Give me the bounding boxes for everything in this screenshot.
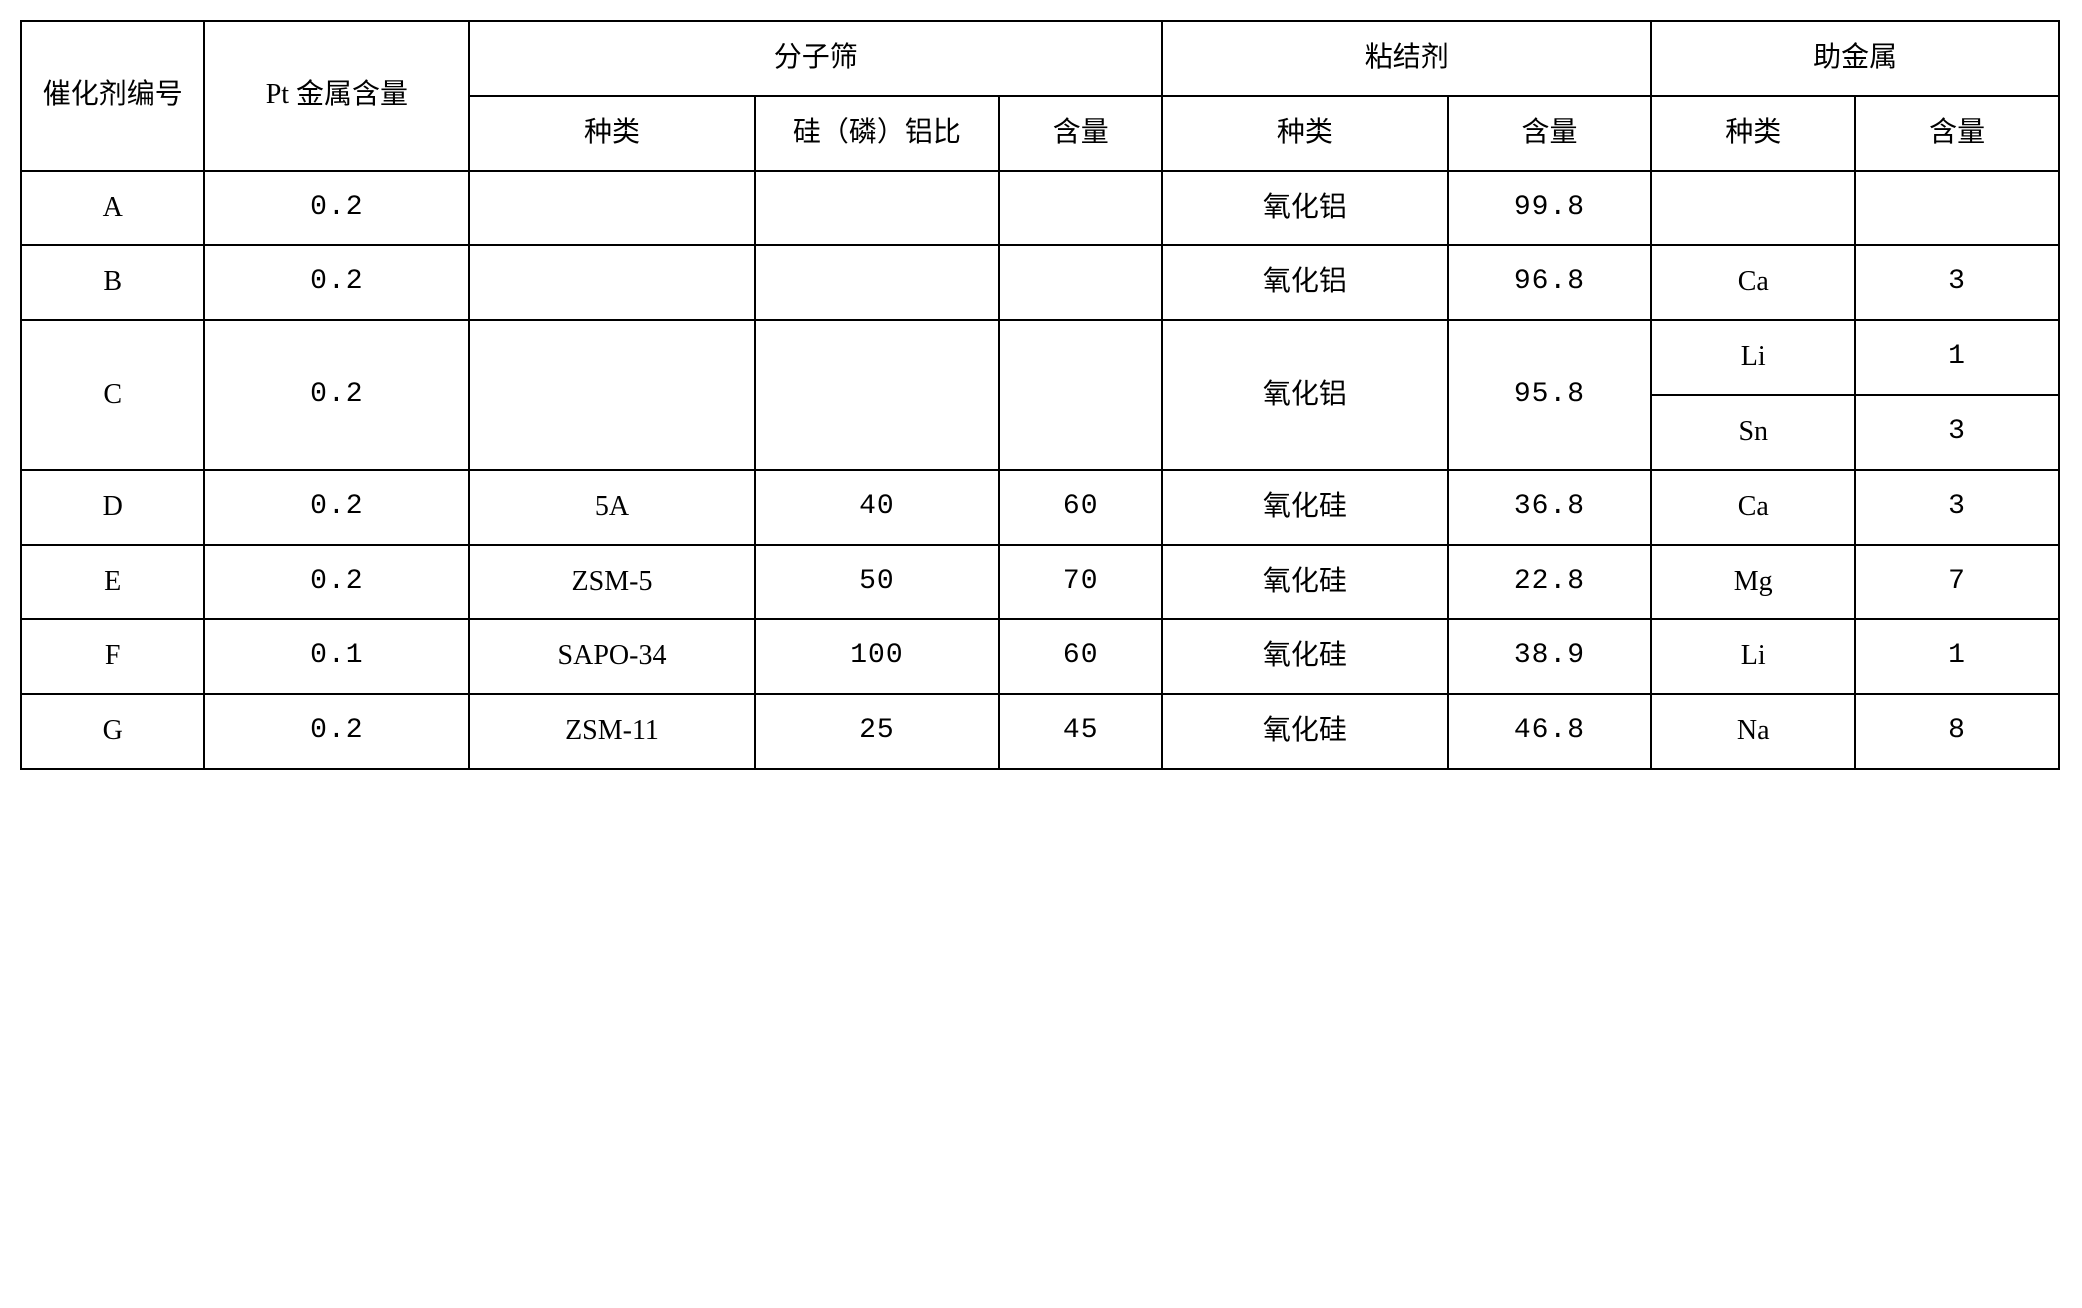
cell-id: E (21, 545, 204, 620)
cell-id: D (21, 470, 204, 545)
cell-ms-content (999, 320, 1162, 470)
header-binder-group: 粘结剂 (1162, 21, 1651, 96)
cell-ms-type: ZSM-11 (469, 694, 754, 769)
cell-pt: 0.2 (204, 320, 469, 470)
cell-promoter-type: Sn (1651, 395, 1855, 470)
header-promoter-group: 助金属 (1651, 21, 2059, 96)
cell-binder-type: 氧化硅 (1162, 470, 1447, 545)
cell-ms-content: 45 (999, 694, 1162, 769)
cell-binder-type: 氧化硅 (1162, 694, 1447, 769)
cell-promoter-type: Ca (1651, 470, 1855, 545)
cell-ms-type (469, 320, 754, 470)
cell-promoter-type: Na (1651, 694, 1855, 769)
header-binder-content: 含量 (1448, 96, 1652, 171)
cell-ms-content (999, 171, 1162, 246)
cell-id: A (21, 171, 204, 246)
cell-promoter-content: 3 (1855, 470, 2059, 545)
cell-ms-ratio: 40 (755, 470, 1000, 545)
cell-ms-type: SAPO-34 (469, 619, 754, 694)
cell-pt: 0.2 (204, 694, 469, 769)
cell-promoter-type (1651, 171, 1855, 246)
cell-promoter-content: 1 (1855, 320, 2059, 395)
cell-binder-type: 氧化铝 (1162, 171, 1447, 246)
header-binder-type: 种类 (1162, 96, 1447, 171)
cell-promoter-content: 7 (1855, 545, 2059, 620)
cell-promoter-type: Mg (1651, 545, 1855, 620)
cell-ms-type (469, 245, 754, 320)
cell-promoter-content: 8 (1855, 694, 2059, 769)
header-catalyst-id: 催化剂编号 (21, 21, 204, 171)
catalyst-table: 催化剂编号 Pt 金属含量 分子筛 粘结剂 助金属 种类 硅（磷）铝比 含量 种… (20, 20, 2060, 770)
cell-binder-type: 氧化铝 (1162, 320, 1447, 470)
header-promoter-content: 含量 (1855, 96, 2059, 171)
header-mol-sieve-content: 含量 (999, 96, 1162, 171)
cell-ms-type: 5A (469, 470, 754, 545)
cell-binder-content: 46.8 (1448, 694, 1652, 769)
header-row-1: 催化剂编号 Pt 金属含量 分子筛 粘结剂 助金属 (21, 21, 2059, 96)
cell-pt: 0.2 (204, 545, 469, 620)
table-row: C0.2氧化铝95.8Li1 (21, 320, 2059, 395)
cell-promoter-type: Li (1651, 320, 1855, 395)
cell-binder-type: 氧化硅 (1162, 545, 1447, 620)
table-row: B0.2 氧化铝96.8Ca3 (21, 245, 2059, 320)
cell-id: C (21, 320, 204, 470)
table-row: D0.25A4060氧化硅36.8Ca3 (21, 470, 2059, 545)
cell-promoter-content: 1 (1855, 619, 2059, 694)
cell-promoter-type: Ca (1651, 245, 1855, 320)
cell-ms-ratio: 50 (755, 545, 1000, 620)
cell-ms-content (999, 245, 1162, 320)
table-row: E0.2ZSM-55070氧化硅22.8Mg7 (21, 545, 2059, 620)
table-body: A0.2氧化铝99.8B0.2氧化铝96.8Ca3C0.2氧化铝95.8Li1S… (21, 171, 2059, 769)
cell-pt: 0.2 (204, 245, 469, 320)
cell-binder-type: 氧化铝 (1162, 245, 1447, 320)
cell-id: G (21, 694, 204, 769)
cell-ms-ratio: 100 (755, 619, 1000, 694)
cell-ms-ratio (755, 171, 1000, 246)
cell-binder-content: 38.9 (1448, 619, 1652, 694)
cell-binder-type: 氧化硅 (1162, 619, 1447, 694)
cell-ms-content: 60 (999, 619, 1162, 694)
table-row: A0.2 氧化铝99.8 (21, 171, 2059, 246)
table-row: G0.2ZSM-112545氧化硅46.8Na8 (21, 694, 2059, 769)
cell-ms-type (469, 171, 754, 246)
cell-binder-content: 96.8 (1448, 245, 1652, 320)
header-mol-sieve-type: 种类 (469, 96, 754, 171)
header-pt-content: Pt 金属含量 (204, 21, 469, 171)
table-row: F0.1SAPO-3410060氧化硅38.9Li1 (21, 619, 2059, 694)
cell-pt: 0.2 (204, 470, 469, 545)
cell-ms-ratio (755, 320, 1000, 470)
cell-binder-content: 22.8 (1448, 545, 1652, 620)
header-mol-sieve-ratio: 硅（磷）铝比 (755, 96, 1000, 171)
header-promoter-type: 种类 (1651, 96, 1855, 171)
cell-promoter-type: Li (1651, 619, 1855, 694)
cell-binder-content: 36.8 (1448, 470, 1652, 545)
cell-ms-type: ZSM-5 (469, 545, 754, 620)
cell-ms-content: 60 (999, 470, 1162, 545)
cell-pt: 0.2 (204, 171, 469, 246)
cell-ms-content: 70 (999, 545, 1162, 620)
cell-id: F (21, 619, 204, 694)
cell-promoter-content: 3 (1855, 245, 2059, 320)
cell-binder-content: 99.8 (1448, 171, 1652, 246)
cell-ms-ratio (755, 245, 1000, 320)
header-mol-sieve-group: 分子筛 (469, 21, 1162, 96)
cell-promoter-content: 3 (1855, 395, 2059, 470)
cell-binder-content: 95.8 (1448, 320, 1652, 470)
table-header: 催化剂编号 Pt 金属含量 分子筛 粘结剂 助金属 种类 硅（磷）铝比 含量 种… (21, 21, 2059, 171)
cell-pt: 0.1 (204, 619, 469, 694)
cell-promoter-content (1855, 171, 2059, 246)
cell-id: B (21, 245, 204, 320)
cell-ms-ratio: 25 (755, 694, 1000, 769)
